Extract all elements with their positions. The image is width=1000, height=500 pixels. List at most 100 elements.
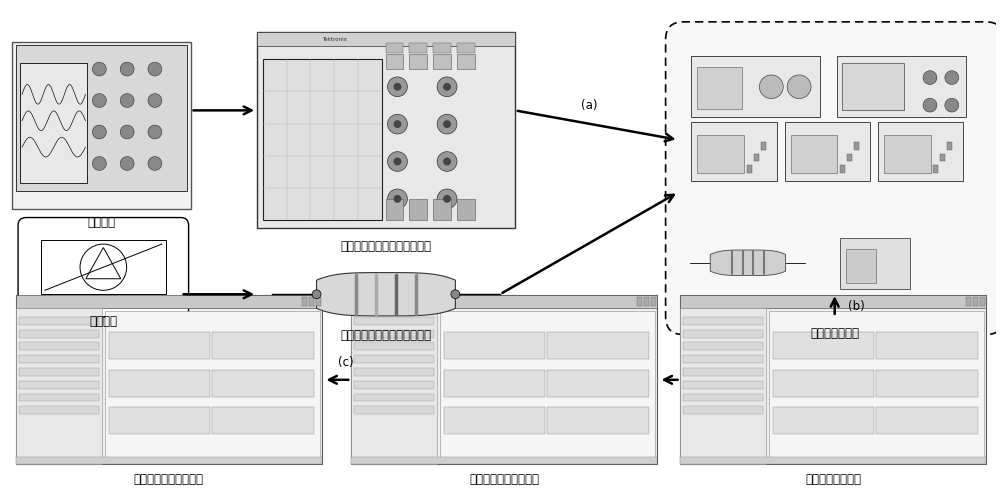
Bar — [19, 381, 99, 388]
Bar — [316, 297, 321, 306]
Bar — [691, 56, 820, 117]
Bar — [697, 135, 744, 173]
Bar — [16, 295, 322, 464]
Bar — [440, 311, 655, 462]
Bar — [16, 308, 102, 464]
Circle shape — [945, 98, 959, 112]
Bar — [354, 381, 434, 388]
Circle shape — [120, 156, 134, 170]
Bar — [354, 394, 434, 402]
Circle shape — [92, 156, 106, 170]
Bar — [19, 355, 99, 363]
Text: 生成虚拟实验教学场景: 生成虚拟实验教学场景 — [469, 472, 539, 486]
Bar — [433, 199, 451, 220]
Bar — [847, 154, 852, 162]
Bar — [12, 42, 191, 208]
Circle shape — [759, 75, 783, 98]
Bar — [683, 330, 763, 338]
Bar — [444, 407, 545, 434]
Circle shape — [312, 290, 321, 298]
Bar — [351, 456, 657, 464]
Polygon shape — [710, 250, 786, 276]
Bar — [747, 166, 752, 173]
Bar — [302, 297, 307, 306]
Circle shape — [437, 114, 457, 134]
Bar — [683, 381, 763, 388]
Circle shape — [148, 156, 162, 170]
Bar — [19, 330, 99, 338]
Bar — [773, 407, 874, 434]
Bar — [354, 355, 434, 363]
Bar — [433, 54, 451, 69]
Text: 基于图像数据的虚拟实验构件: 基于图像数据的虚拟实验构件 — [340, 240, 431, 252]
Bar — [791, 135, 837, 173]
Bar — [651, 297, 656, 306]
Circle shape — [120, 94, 134, 108]
Bar — [683, 368, 763, 376]
Bar — [109, 370, 210, 396]
Circle shape — [393, 120, 401, 128]
Bar — [386, 199, 403, 220]
Bar — [754, 154, 759, 162]
Bar — [785, 122, 870, 181]
Bar — [876, 407, 978, 434]
Bar — [16, 295, 322, 308]
Bar — [105, 311, 320, 462]
FancyBboxPatch shape — [666, 22, 1000, 334]
Bar — [433, 44, 451, 54]
Bar — [354, 368, 434, 376]
Bar — [876, 370, 978, 396]
Bar — [933, 166, 938, 173]
Bar — [840, 238, 910, 290]
FancyBboxPatch shape — [18, 218, 189, 317]
Bar — [947, 142, 952, 150]
Text: (c): (c) — [338, 356, 354, 368]
Bar — [973, 297, 978, 306]
Bar — [212, 332, 314, 359]
Circle shape — [923, 98, 937, 112]
Bar — [354, 330, 434, 338]
Bar — [878, 122, 963, 181]
Bar — [769, 311, 984, 462]
Bar — [257, 32, 515, 228]
Bar — [263, 59, 382, 220]
Text: 基于图形数据的虚拟实验构件: 基于图形数据的虚拟实验构件 — [340, 329, 431, 342]
Bar — [683, 355, 763, 363]
Bar — [16, 456, 322, 464]
Bar — [683, 406, 763, 414]
Bar — [854, 142, 859, 150]
Circle shape — [443, 195, 451, 203]
Bar — [457, 199, 475, 220]
Bar — [697, 66, 742, 110]
Circle shape — [393, 195, 401, 203]
Bar — [351, 295, 657, 464]
Bar — [351, 308, 437, 464]
Circle shape — [437, 152, 457, 172]
Bar — [691, 122, 777, 181]
Bar — [386, 44, 403, 54]
Bar — [980, 297, 985, 306]
Circle shape — [80, 244, 127, 290]
Bar — [444, 332, 545, 359]
Bar — [457, 44, 475, 54]
Bar — [547, 332, 649, 359]
Bar — [680, 295, 986, 464]
Bar — [354, 342, 434, 350]
Circle shape — [945, 70, 959, 85]
Circle shape — [148, 125, 162, 139]
Bar — [884, 135, 931, 173]
Bar — [16, 46, 187, 191]
Circle shape — [148, 94, 162, 108]
Circle shape — [787, 75, 811, 98]
Bar — [680, 295, 986, 308]
Bar — [683, 342, 763, 350]
Circle shape — [437, 189, 457, 208]
Bar — [683, 394, 763, 402]
Bar — [19, 368, 99, 376]
Polygon shape — [317, 272, 455, 316]
Circle shape — [443, 158, 451, 166]
Bar — [876, 332, 978, 359]
Bar — [212, 407, 314, 434]
Bar — [19, 394, 99, 402]
Bar — [966, 297, 971, 306]
